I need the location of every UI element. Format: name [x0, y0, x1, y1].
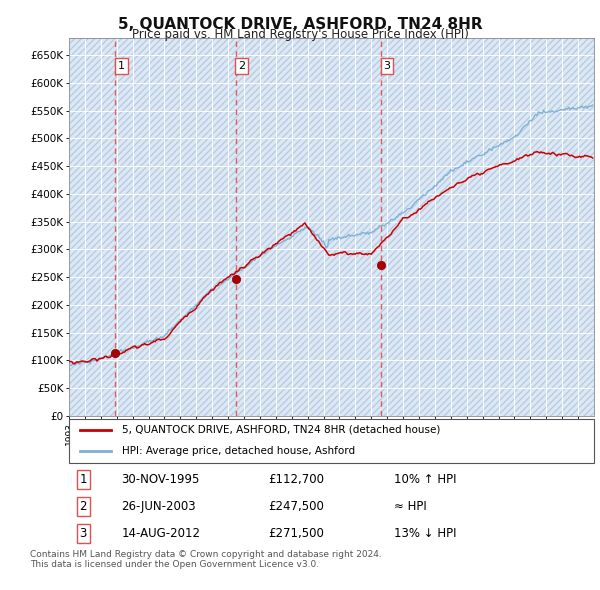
- Text: 30-NOV-1995: 30-NOV-1995: [121, 473, 200, 486]
- Text: 2: 2: [79, 500, 87, 513]
- Text: 1: 1: [118, 61, 125, 71]
- FancyBboxPatch shape: [69, 419, 594, 463]
- Text: £112,700: £112,700: [269, 473, 325, 486]
- Text: £247,500: £247,500: [269, 500, 325, 513]
- Text: 14-AUG-2012: 14-AUG-2012: [121, 527, 200, 540]
- Text: Price paid vs. HM Land Registry's House Price Index (HPI): Price paid vs. HM Land Registry's House …: [131, 28, 469, 41]
- Text: HPI: Average price, detached house, Ashford: HPI: Average price, detached house, Ashf…: [121, 446, 355, 456]
- Text: £271,500: £271,500: [269, 527, 325, 540]
- Text: Contains HM Land Registry data © Crown copyright and database right 2024.
This d: Contains HM Land Registry data © Crown c…: [30, 550, 382, 569]
- Text: 2: 2: [238, 61, 245, 71]
- Text: 5, QUANTOCK DRIVE, ASHFORD, TN24 8HR: 5, QUANTOCK DRIVE, ASHFORD, TN24 8HR: [118, 17, 482, 31]
- Text: 13% ↓ HPI: 13% ↓ HPI: [395, 527, 457, 540]
- Text: 3: 3: [79, 527, 87, 540]
- Text: 3: 3: [383, 61, 391, 71]
- Text: 26-JUN-2003: 26-JUN-2003: [121, 500, 196, 513]
- Text: 10% ↑ HPI: 10% ↑ HPI: [395, 473, 457, 486]
- Text: 1: 1: [79, 473, 87, 486]
- Text: 5, QUANTOCK DRIVE, ASHFORD, TN24 8HR (detached house): 5, QUANTOCK DRIVE, ASHFORD, TN24 8HR (de…: [121, 425, 440, 435]
- Text: ≈ HPI: ≈ HPI: [395, 500, 427, 513]
